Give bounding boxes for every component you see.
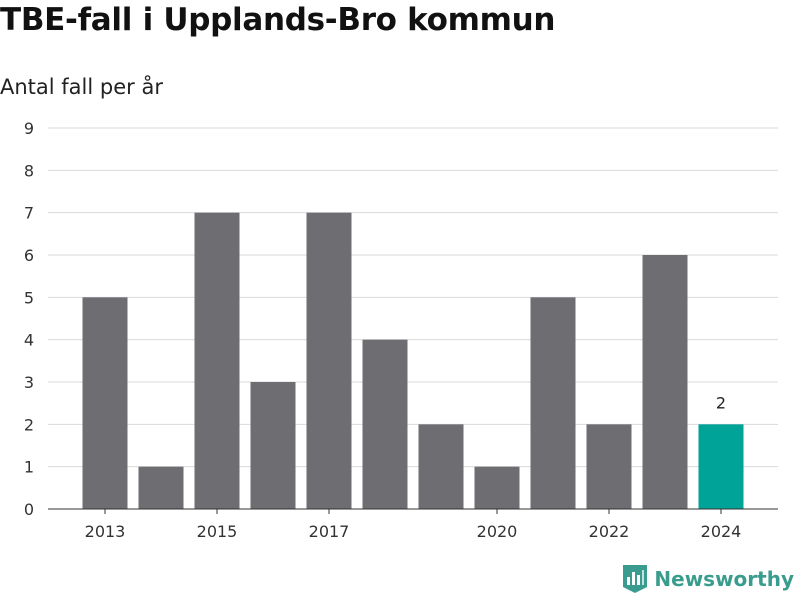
y-tick-label: 6 xyxy=(24,246,34,265)
y-tick-label: 7 xyxy=(24,204,34,223)
data-label: 2 xyxy=(716,393,726,412)
newsworthy-logo-icon xyxy=(623,565,648,593)
bar xyxy=(362,339,408,509)
y-tick-label: 9 xyxy=(24,119,34,138)
bar xyxy=(530,297,576,509)
bar xyxy=(194,212,240,509)
y-tick-label: 4 xyxy=(24,331,34,350)
brand-name: Newsworthy xyxy=(654,567,794,591)
y-tick-label: 8 xyxy=(24,161,34,180)
bar xyxy=(586,424,632,509)
x-tick-label: 2015 xyxy=(197,522,238,541)
bar xyxy=(250,382,296,509)
x-tick-label: 2020 xyxy=(477,522,518,541)
bar xyxy=(642,255,688,509)
y-tick-label: 3 xyxy=(24,373,34,392)
y-tick-label: 5 xyxy=(24,288,34,307)
bar xyxy=(418,424,464,509)
bar xyxy=(138,466,184,509)
chart-subtitle: Antal fall per år xyxy=(0,75,163,99)
y-tick-label: 1 xyxy=(24,458,34,477)
chart-title: TBE-fall i Upplands-Bro kommun xyxy=(0,2,556,38)
bar xyxy=(474,466,520,509)
highlight-bar xyxy=(698,424,744,509)
x-tick-label: 2013 xyxy=(85,522,126,541)
y-tick-label: 2 xyxy=(24,415,34,434)
bar xyxy=(306,212,352,509)
y-tick-label: 0 xyxy=(24,500,34,519)
brand: Newsworthy xyxy=(622,564,794,594)
x-tick-label: 2017 xyxy=(309,522,350,541)
x-tick-label: 2022 xyxy=(589,522,630,541)
bar xyxy=(82,297,128,509)
x-tick-label: 2024 xyxy=(701,522,742,541)
